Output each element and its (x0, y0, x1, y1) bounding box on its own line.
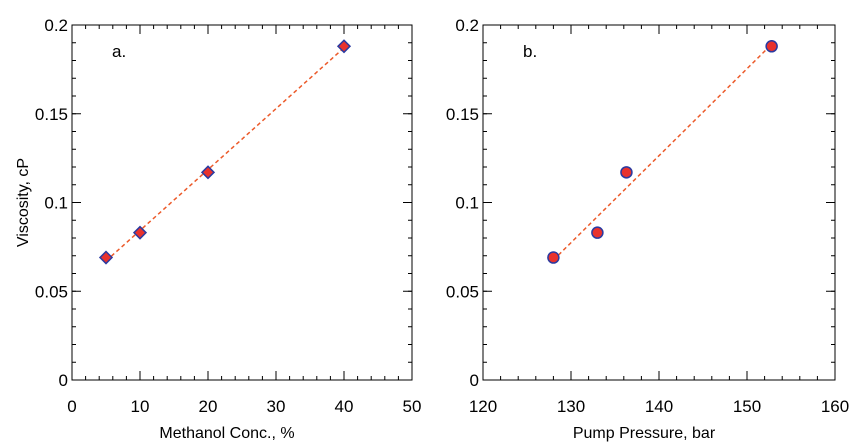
x-tick-label: 150 (733, 397, 761, 416)
trend-line (105, 47, 345, 262)
x-axis-label: Methanol Conc., % (159, 425, 294, 442)
x-tick-label: 20 (199, 397, 218, 416)
y-tick-label: 0.2 (44, 16, 68, 35)
data-point-1 (132, 225, 148, 240)
x-tick-label: 0 (67, 397, 76, 416)
plot-frame (71, 24, 413, 381)
chart-panel-b: 120 130 140 150 160 0 0.05 0.1 0.15 0.2 Pump Press… (446, 16, 849, 442)
y-axis-label: Viscosity, cP (15, 158, 32, 247)
x-tick-label: 160 (821, 397, 849, 416)
data-point-3 (765, 40, 778, 53)
panel-label: a. (112, 42, 126, 61)
y-tick-label: 0.05 (446, 282, 479, 301)
y-tick-label: 0 (470, 371, 479, 390)
y-tick-label: 0 (59, 371, 68, 390)
data-point-2 (200, 165, 216, 180)
y-tick-label: 0.1 (455, 194, 479, 213)
data-point-1 (591, 226, 604, 239)
y-tick-label: 0.05 (35, 282, 68, 301)
y-tick-label: 0.15 (446, 105, 479, 124)
x-axis-label: Pump Pressure, bar (573, 425, 716, 442)
y-tick-label: 0.2 (455, 16, 479, 35)
y-tick-label: 0.15 (35, 105, 68, 124)
data-point-2 (620, 166, 633, 179)
x-tick-label: 30 (267, 397, 286, 416)
data-point-0 (98, 250, 114, 265)
panel-label: b. (523, 42, 537, 61)
data-point-3 (336, 39, 352, 54)
x-tick-label: 120 (469, 397, 497, 416)
plot-frame (482, 24, 836, 381)
trend-line (552, 43, 773, 261)
x-tick-label: 10 (131, 397, 150, 416)
data-point-0 (547, 251, 560, 264)
x-tick-label: 140 (645, 397, 673, 416)
y-tick-label: 0.1 (44, 194, 68, 213)
x-tick-label: 130 (557, 397, 585, 416)
x-tick-label: 50 (403, 397, 422, 416)
x-tick-label: 40 (335, 397, 354, 416)
chart-panel-a: 0 10 20 30 40 50 0 0.05 0.1 0.15 0.2 Methanol Conc.… (15, 16, 421, 442)
